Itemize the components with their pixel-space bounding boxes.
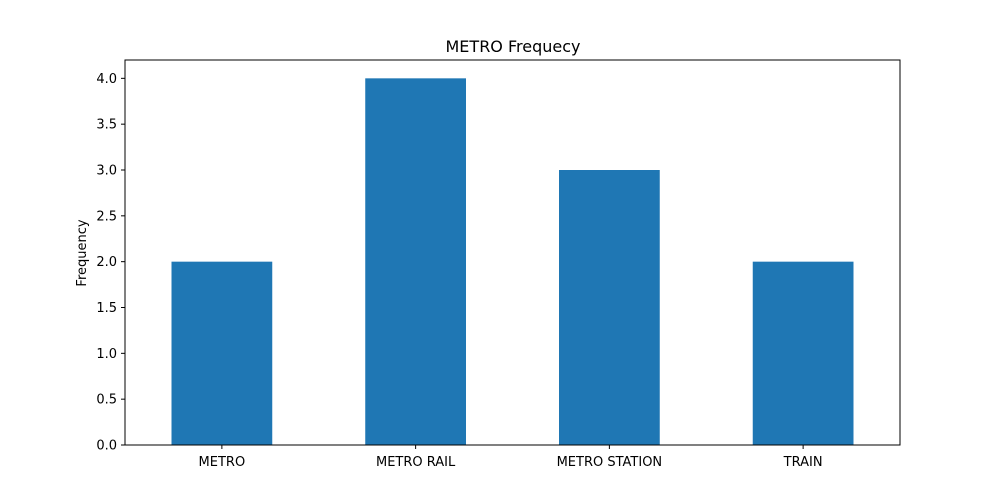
y-axis: 0.0 0.5 1.0 1.5 2.0 2.5 3.0 3.5 4.0 bbox=[96, 72, 125, 454]
y-tick-label: 1.5 bbox=[96, 301, 117, 316]
bar bbox=[559, 170, 660, 445]
x-tick-label: METRO bbox=[199, 455, 246, 470]
x-axis: METRO METRO RAIL METRO STATION TRAIN bbox=[199, 445, 823, 470]
y-tick-label: 4.0 bbox=[96, 72, 117, 87]
bar bbox=[171, 261, 273, 445]
plot-frame bbox=[124, 59, 901, 446]
chart-title: METRO Frequecy bbox=[446, 37, 581, 56]
y-tick-label: 3.5 bbox=[96, 118, 117, 133]
y-tick-label: 2.0 bbox=[96, 255, 117, 270]
bar bbox=[365, 78, 466, 445]
y-tick-label: 0.5 bbox=[96, 393, 117, 408]
y-tick-label: 2.5 bbox=[96, 209, 117, 224]
y-tick-label: 3.0 bbox=[96, 164, 117, 179]
bars-group bbox=[171, 78, 854, 445]
x-tick-label: METRO STATION bbox=[557, 455, 663, 470]
y-tick-label: 0.0 bbox=[96, 439, 117, 454]
x-tick-label: METRO RAIL bbox=[376, 455, 456, 470]
bar bbox=[752, 261, 854, 445]
x-tick-label: TRAIN bbox=[783, 455, 823, 470]
y-axis-label: Frequency bbox=[75, 219, 90, 286]
y-tick-label: 1.0 bbox=[96, 347, 117, 362]
